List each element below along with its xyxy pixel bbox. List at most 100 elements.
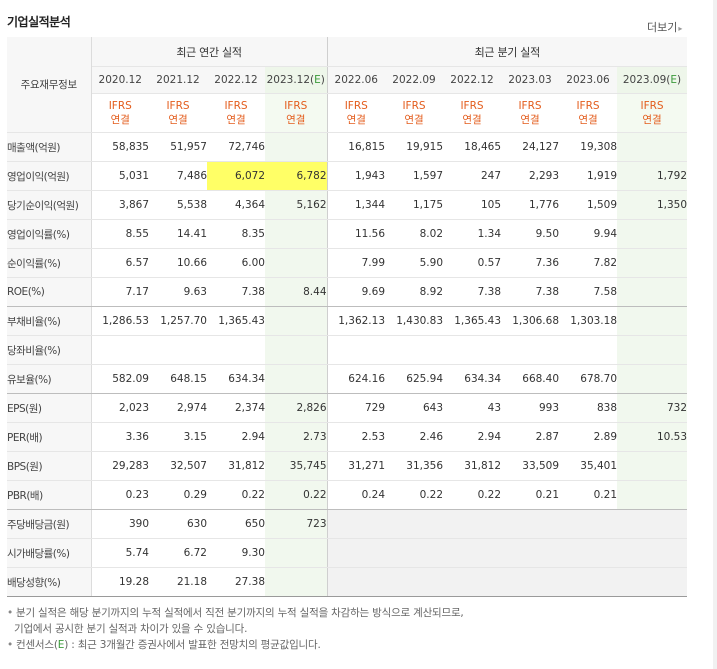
table-cell: 2.94 [207, 422, 265, 452]
table-cell [617, 132, 688, 162]
table-cell: 8.55 [91, 219, 149, 249]
table-cell [501, 538, 560, 568]
table-cell [559, 335, 618, 365]
table-cell [265, 567, 328, 597]
table-cell: 1,365.43 [207, 306, 265, 336]
table-cell [265, 132, 328, 162]
ifrs-label: IFRS 연결 [501, 93, 560, 133]
table-cell: 33,509 [501, 451, 560, 481]
ifrs-line-1: IFRS [460, 100, 484, 112]
estimate-mark: E [314, 74, 321, 86]
table-cell: 31,271 [327, 451, 386, 481]
ifrs-line-2: 연결 [346, 114, 366, 126]
table-cell: 7.38 [501, 277, 560, 307]
table-row: EPS(원) 2,023 2,974 2,374 2,826 729 643 43 993 838… [7, 393, 688, 423]
header-label: 주요재무정보 [7, 37, 92, 133]
table-cell: 643 [385, 393, 444, 423]
table-cell: 0.22 [443, 480, 502, 510]
estimate-mark: ( [310, 74, 315, 86]
table-cell [559, 538, 618, 568]
table-cell: 7,486 [149, 161, 207, 191]
table-cell: 7.36 [501, 248, 560, 278]
table-cell: 6.00 [207, 248, 265, 278]
table-cell [265, 306, 328, 336]
table-cell: 2,374 [207, 393, 265, 423]
table-cell [385, 567, 444, 597]
row-label: 당기순이익(억원) [7, 190, 92, 220]
table-cell: 1,509 [559, 190, 618, 220]
ifrs-line-2: 연결 [226, 114, 246, 126]
table-cell [91, 335, 149, 365]
ifrs-label: IFRS 연결 [617, 93, 688, 133]
footnote-1: • 분기 실적은 해당 분기까지의 누적 실적에서 직전 분기까지의 누적 실적을… [7, 607, 464, 619]
annual-period-header-date: 2023.12 [266, 74, 311, 86]
ifrs-line-1: IFRS [284, 100, 308, 112]
footnote-1-cont: 기업에서 공시한 분기 실적과 차이가 있을 수 있습니다. [14, 623, 248, 635]
financial-table: 주요재무정보 최근 연간 실적 최근 분기 실적 2020.12 2021.12 2022… [7, 37, 688, 597]
table-cell: 2.73 [265, 422, 328, 452]
table-cell [559, 509, 618, 539]
table-cell: 2,293 [501, 161, 560, 191]
annual-period-header: 2021.12 [149, 66, 207, 94]
table-cell [443, 567, 502, 597]
ifrs-label: IFRS 연결 [91, 93, 149, 133]
annual-group-header: 최근 연간 실적 [91, 37, 328, 67]
table-cell: 2.46 [385, 422, 444, 452]
table-row: 주당배당금(원) 390 630 650 723 [7, 509, 688, 539]
table-cell: 0.21 [559, 480, 618, 510]
table-cell [501, 509, 560, 539]
row-label: EPS(원) [7, 393, 92, 423]
table-cell: 58,835 [91, 132, 149, 162]
table-cell: 3,867 [91, 190, 149, 220]
ifrs-line-1: IFRS [224, 100, 248, 112]
estimate-mark: ) [320, 74, 325, 86]
table-cell: 6.57 [91, 248, 149, 278]
table-row: 유보율(%) 582.09 648.15 634.34 624.16 625.94 634.… [7, 364, 688, 394]
ifrs-line-2: 연결 [578, 114, 598, 126]
table-cell: 3.36 [91, 422, 149, 452]
table-cell: 9.94 [559, 219, 618, 249]
table-cell: 2.94 [443, 422, 502, 452]
table-row: 당기순이익(억원) 3,867 5,538 4,364 5,162 1,344 1,175 1… [7, 190, 688, 220]
row-label: 영업이익률(%) [7, 219, 92, 249]
table-cell: 5.74 [91, 538, 149, 568]
table-cell [617, 480, 688, 510]
estimate-mark: E [670, 74, 678, 86]
table-cell: 6.72 [149, 538, 207, 568]
table-cell: 838 [559, 393, 618, 423]
table-cell: 0.22 [265, 480, 328, 510]
table-cell: 7.82 [559, 248, 618, 278]
table-cell: 6,072 [207, 161, 265, 191]
more-link[interactable]: 더보기▸ [647, 19, 682, 35]
table-cell: 1,943 [327, 161, 386, 191]
scrollbar[interactable] [713, 0, 717, 669]
table-cell [617, 219, 688, 249]
table-cell [327, 567, 386, 597]
table-cell [617, 277, 688, 307]
table-cell: 72,746 [207, 132, 265, 162]
row-label: PER(배) [7, 422, 92, 452]
table-cell: 10.53 [617, 422, 688, 452]
ifrs-line-1: IFRS [166, 100, 190, 112]
annual-period-header: 2020.12 [91, 66, 149, 94]
table-cell: 650 [207, 509, 265, 539]
row-label: PBR(배) [7, 480, 92, 510]
table-cell: 1,919 [559, 161, 618, 191]
table-cell: 1,306.68 [501, 306, 560, 336]
table-cell: 105 [443, 190, 502, 220]
table-cell: 0.23 [91, 480, 149, 510]
ifrs-label: IFRS 연결 [327, 93, 386, 133]
ifrs-line-2: 연결 [462, 114, 482, 126]
table-cell [443, 538, 502, 568]
table-cell: 24,127 [501, 132, 560, 162]
quarterly-period-header: 2023.03 [501, 66, 560, 94]
ifrs-line-2: 연결 [520, 114, 540, 126]
bullet-icon: • [7, 639, 13, 651]
table-cell: 5,031 [91, 161, 149, 191]
table-row: 영업이익률(%) 8.55 14.41 8.35 11.56 8.02 1.34 9.50 9.… [7, 219, 688, 249]
table-cell: 1,792 [617, 161, 688, 191]
table-cell: 43 [443, 393, 502, 423]
table-cell: 16,815 [327, 132, 386, 162]
table-cell: 7.17 [91, 277, 149, 307]
section-title: 기업실적분석 [7, 15, 71, 29]
